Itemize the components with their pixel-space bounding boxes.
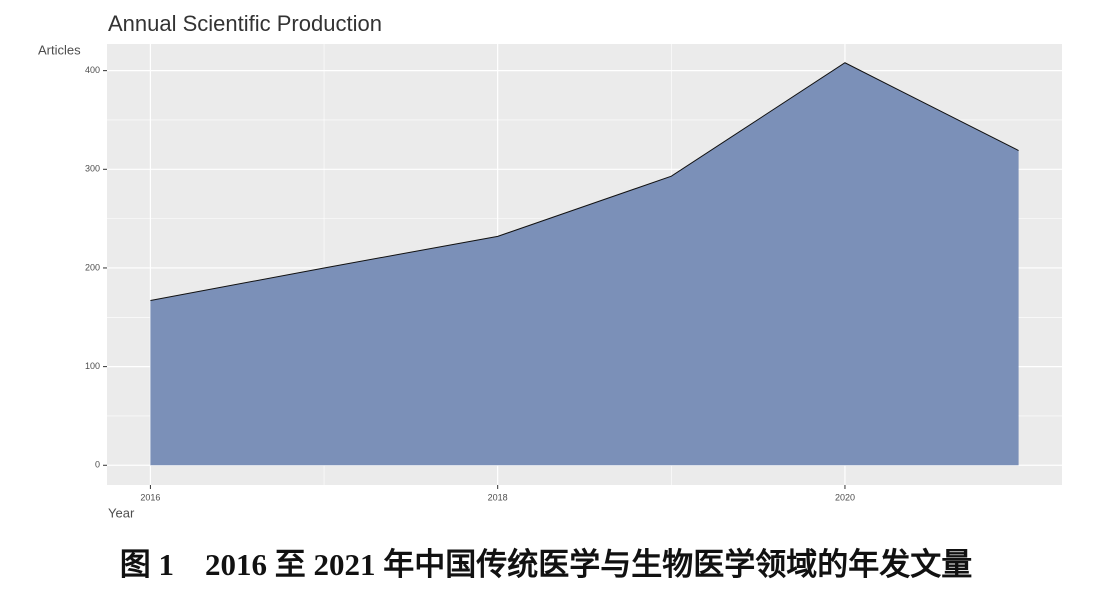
y-tick-label: 0: [95, 460, 100, 470]
area: [150, 62, 1019, 466]
y-tick-label: 100: [85, 361, 100, 371]
x-tick-label: 2020: [835, 492, 855, 502]
x-tick-label: 2016: [140, 492, 160, 502]
chart-title: Annual Scientific Production: [108, 11, 382, 36]
y-tick-label: 200: [85, 262, 100, 272]
area-outline: [150, 62, 1019, 302]
x-axis-label: Year: [108, 505, 135, 520]
y-tick-label: 400: [85, 65, 100, 75]
y-axis-label: Articles: [38, 42, 81, 57]
x-tick-label: 2018: [488, 492, 508, 502]
y-tick-label: 300: [85, 164, 100, 174]
figure-caption: 图 1 2016 至 2021 年中国传统医学与生物医学领域的年发文量: [120, 547, 973, 582]
